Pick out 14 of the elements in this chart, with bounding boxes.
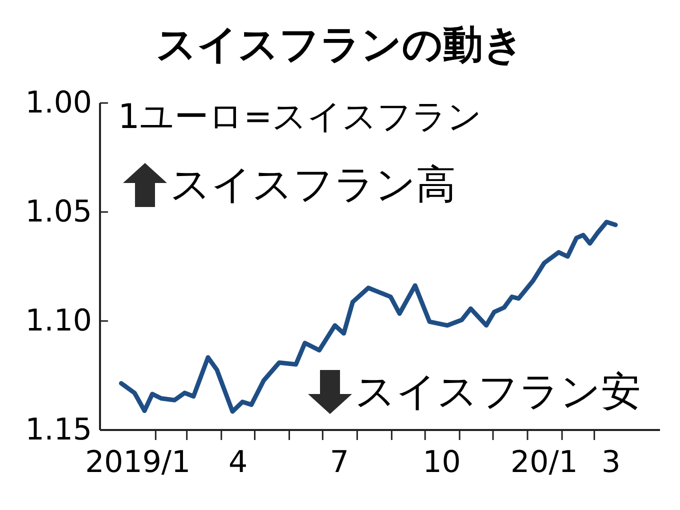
x-tick-label: 3 bbox=[601, 445, 621, 480]
y-tick-label: 1.15 bbox=[25, 412, 92, 448]
annotation: 1ユーロ=スイスフラン bbox=[118, 97, 482, 137]
y-tick-label: 1.00 bbox=[25, 86, 92, 120]
x-tick-label: 20/1 bbox=[510, 445, 578, 480]
x-tick-label: 2019/1 bbox=[85, 445, 191, 480]
y-tick-label: 1.05 bbox=[25, 194, 92, 230]
annotation: スイスフラン高 bbox=[170, 162, 456, 208]
x-tick-label: 4 bbox=[228, 445, 248, 480]
x-tick-label: 10 bbox=[422, 445, 461, 480]
annotation: スイスフラン安 bbox=[355, 369, 641, 415]
x-tick-label: 7 bbox=[330, 445, 349, 480]
y-tick-label: 1.10 bbox=[25, 304, 92, 338]
chart-title: スイスフランの動き bbox=[156, 22, 524, 68]
